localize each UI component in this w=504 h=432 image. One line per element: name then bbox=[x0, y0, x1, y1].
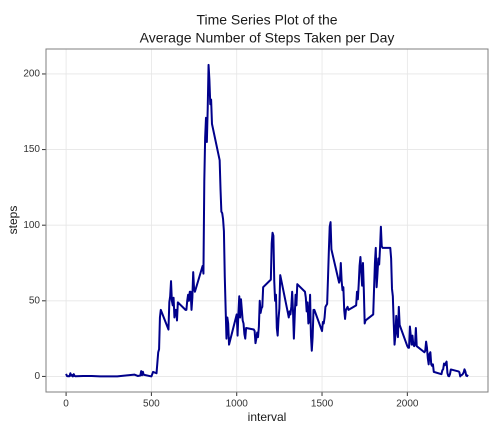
chart-title: Average Number of Steps Taken per Day bbox=[140, 30, 395, 46]
chart-title: Time Series Plot of the bbox=[196, 12, 337, 28]
x-tick-label: 2000 bbox=[396, 399, 419, 410]
line bbox=[65, 63, 469, 378]
x-tick-label: 1000 bbox=[226, 399, 249, 410]
x-tick-label: 1500 bbox=[311, 399, 334, 410]
plot-border bbox=[45, 48, 489, 393]
y-tick-label: 200 bbox=[23, 69, 40, 80]
y-tick-label: 0 bbox=[34, 371, 40, 382]
x-tick-label: 0 bbox=[63, 399, 69, 410]
x-axis-label: interval bbox=[248, 410, 287, 424]
y-tick-label: 100 bbox=[23, 220, 40, 231]
y-axis-label: steps bbox=[6, 206, 20, 235]
y-tick-label: 50 bbox=[29, 295, 41, 306]
x-tick-label: 500 bbox=[143, 399, 160, 410]
y-tick-label: 150 bbox=[23, 144, 40, 155]
plot-panel bbox=[46, 49, 488, 392]
